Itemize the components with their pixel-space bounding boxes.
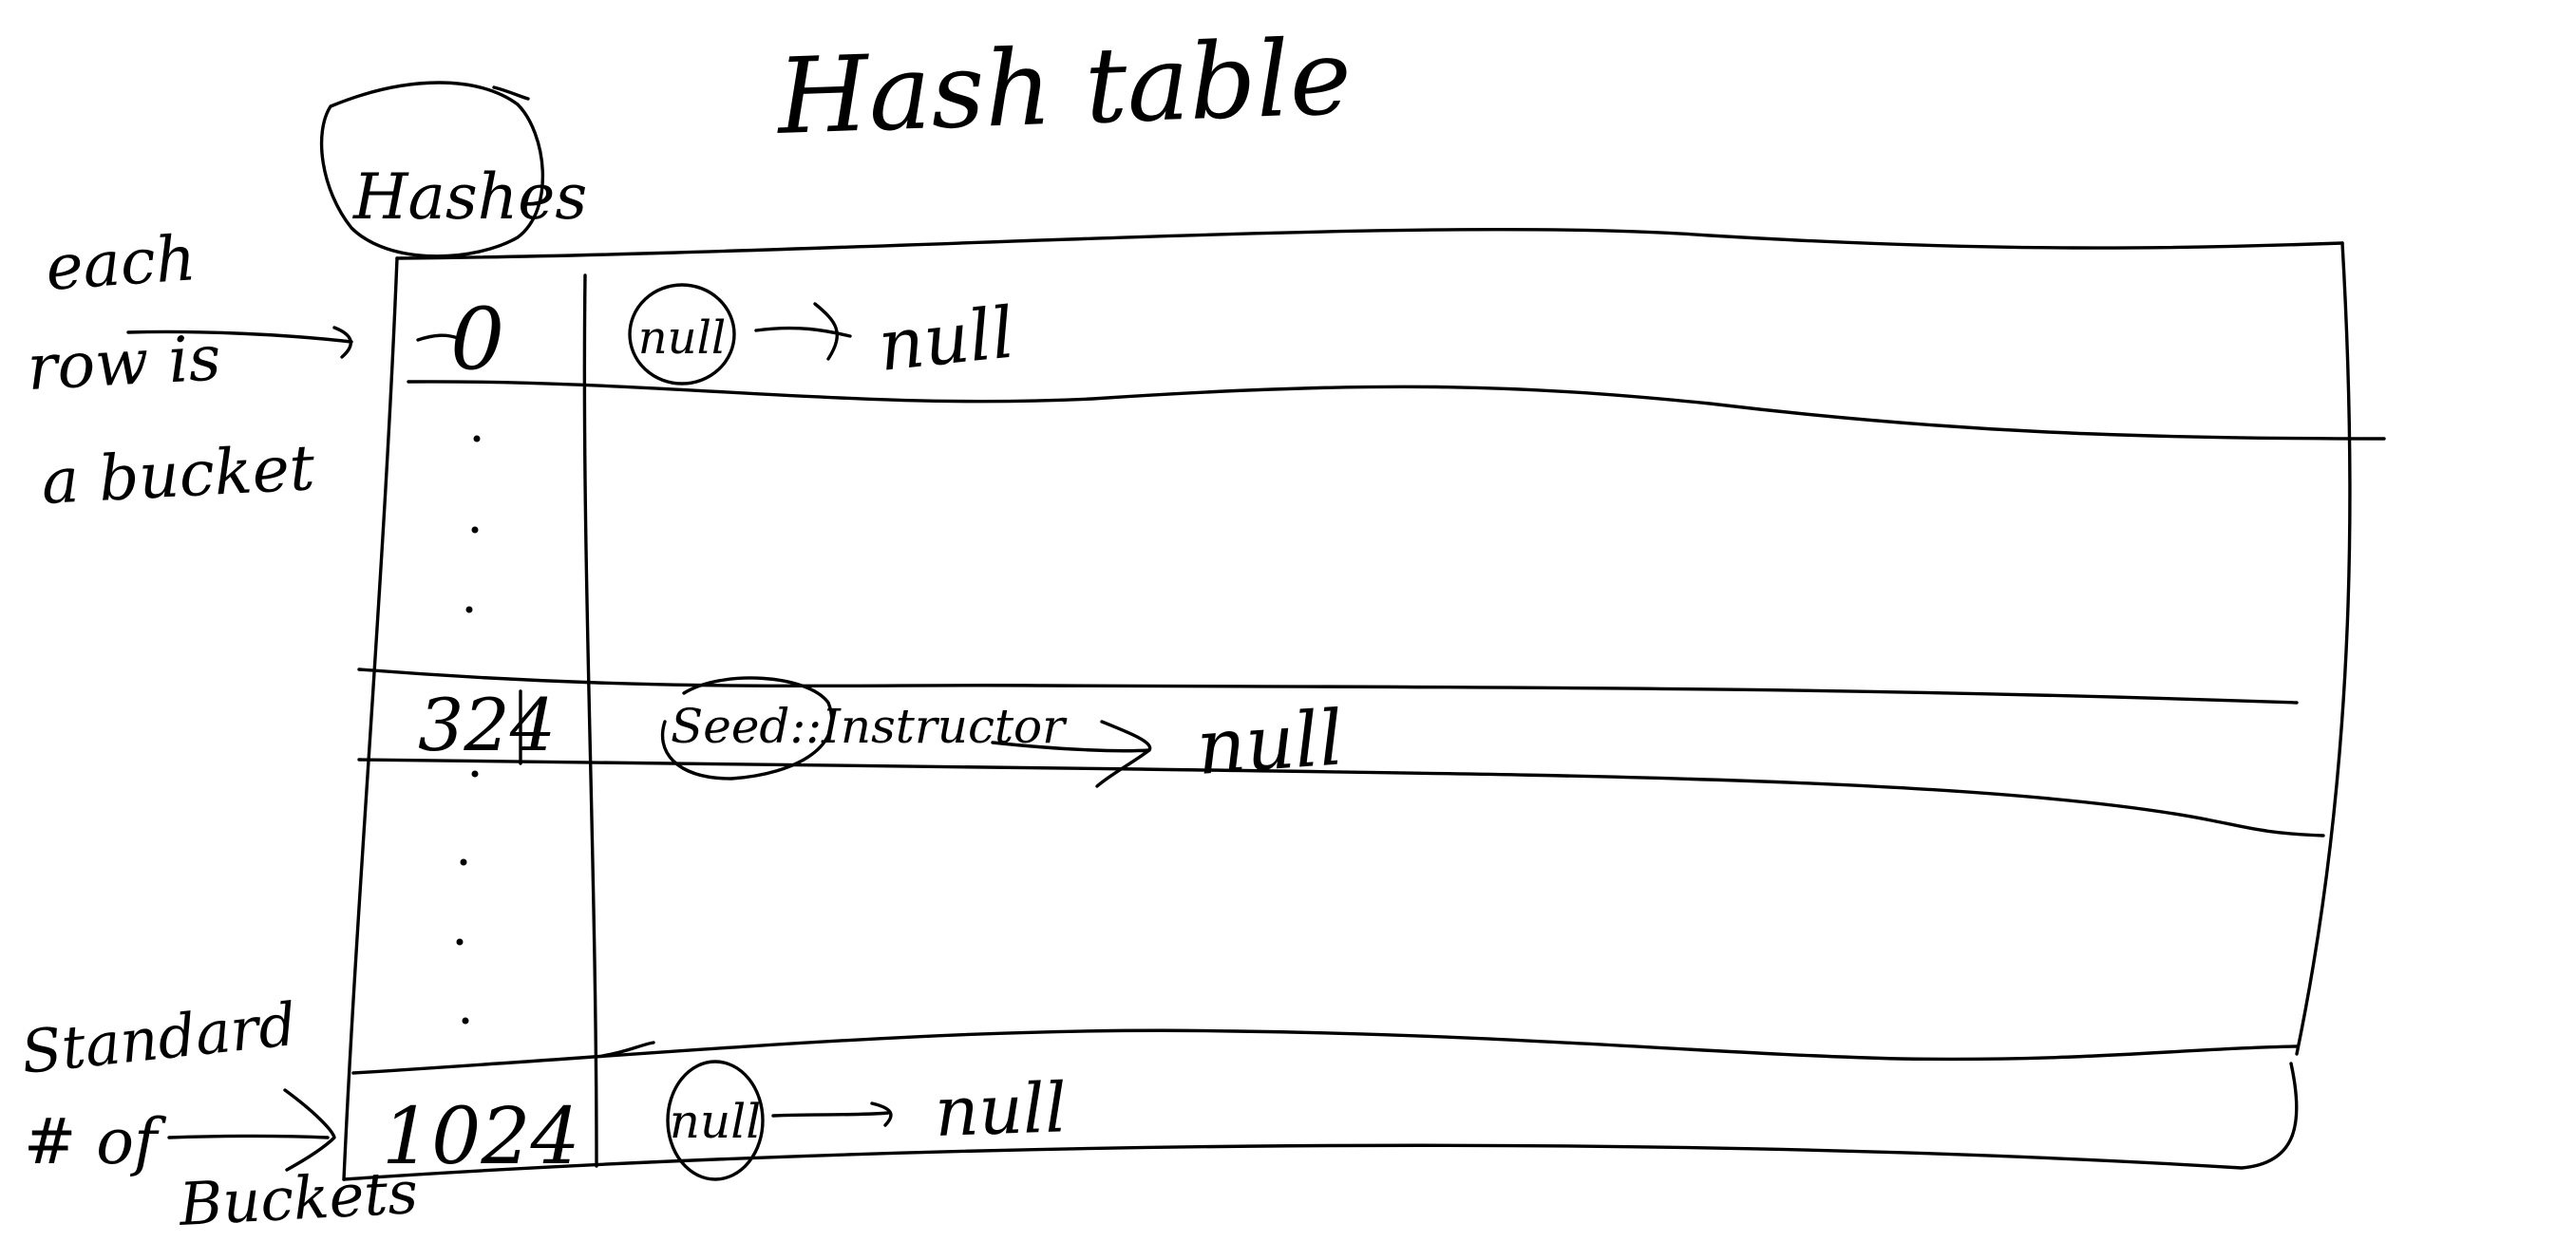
hashes-header-label: Hashes bbox=[352, 160, 587, 234]
annotation-arrow-shaft bbox=[126, 329, 353, 344]
ellipsis-dot bbox=[465, 606, 473, 613]
row-1-entry: null bbox=[638, 311, 727, 365]
annotation-line-1: each bbox=[44, 221, 199, 305]
bottom-annotation-arrow-shaft bbox=[167, 1134, 330, 1139]
annotation-arrow-head bbox=[332, 326, 352, 359]
row-3-next: null bbox=[934, 1067, 1069, 1152]
row-1-next-arrow bbox=[754, 302, 852, 361]
row-1-pointer-arrow bbox=[416, 333, 460, 342]
ellipsis-dot bbox=[460, 858, 467, 866]
ellipsis-dot bbox=[456, 938, 464, 946]
table-left-border bbox=[342, 256, 399, 1181]
hashes-header-circle bbox=[319, 81, 544, 258]
row-1-hash: 0 bbox=[450, 290, 504, 389]
bucket-row: 1024 null null bbox=[382, 1041, 1069, 1182]
bottom-annotation-line-1: Standard bbox=[18, 989, 299, 1087]
diagram-title: Hash table bbox=[773, 16, 1353, 158]
row-separator-2 bbox=[357, 668, 2299, 705]
row-2-entry-circle bbox=[660, 676, 834, 781]
row-2-next: null bbox=[1194, 693, 1346, 792]
row-separator-1 bbox=[407, 380, 2386, 441]
row-2-next-arrow bbox=[991, 720, 1152, 788]
bottom-annotation-arrow-head bbox=[283, 1088, 336, 1172]
row-separator-3 bbox=[357, 758, 2325, 837]
annotation-line-3: a bucket bbox=[40, 431, 317, 518]
row-1-entry-circle bbox=[628, 283, 736, 386]
annotation-line-2: row is bbox=[26, 321, 223, 405]
hash-column-divider bbox=[582, 273, 598, 1168]
hashes-circle-tail bbox=[492, 85, 530, 101]
ellipsis-dot bbox=[462, 1017, 469, 1025]
bucket-row: 324 Seed::Instructor null bbox=[418, 676, 1346, 792]
bottom-annotation-line-2: # of bbox=[24, 1105, 167, 1178]
table-top-border bbox=[395, 227, 2344, 260]
ellipsis-dot bbox=[471, 526, 479, 534]
table-bottom-border bbox=[342, 1062, 2299, 1181]
row-3-entry: null bbox=[670, 1094, 761, 1149]
row-3-next-arrow bbox=[771, 1101, 893, 1127]
row-separator-4 bbox=[351, 1028, 2299, 1075]
table-right-border bbox=[2295, 241, 2352, 1056]
bottom-annotation-line-3: Buckets bbox=[177, 1157, 420, 1239]
row-3-hash: 1024 bbox=[382, 1092, 580, 1182]
row-1-next: null bbox=[875, 292, 1018, 386]
bucket-row: 0 null null bbox=[416, 283, 1018, 389]
ellipsis-dot bbox=[473, 435, 481, 442]
left-annotation: each row is a bucket bbox=[26, 221, 317, 518]
row-3-hash-tick bbox=[600, 1041, 655, 1058]
ellipsis-dot bbox=[471, 770, 479, 778]
bottom-left-annotation: Standard # of Buckets bbox=[18, 989, 420, 1239]
row-3-entry-circle bbox=[666, 1060, 765, 1181]
row-2-hash: 324 bbox=[418, 683, 556, 767]
